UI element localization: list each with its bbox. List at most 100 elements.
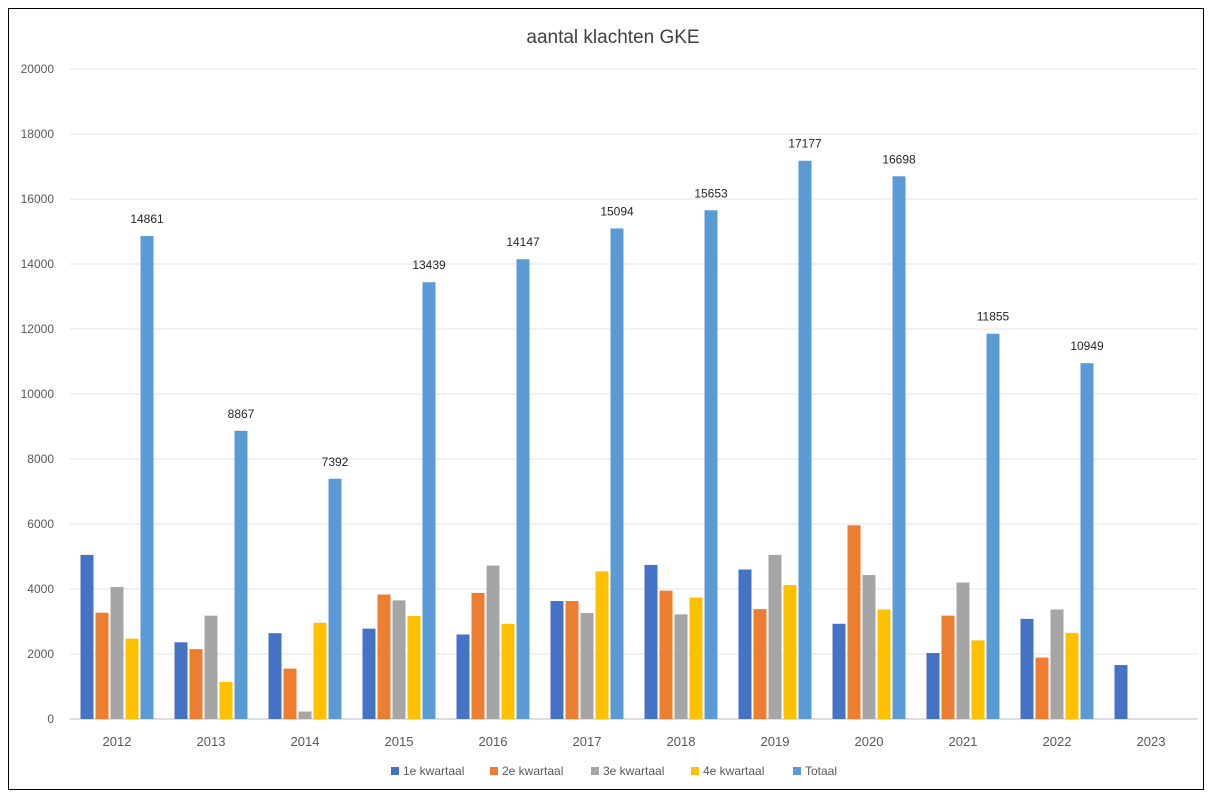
y-tick-label: 20000 [21,62,55,76]
bar [189,649,203,719]
x-tick-label: 2013 [197,734,226,749]
x-tick-label: 2022 [1043,734,1072,749]
y-tick-label: 12000 [21,322,55,336]
bar [1020,618,1034,719]
data-label: 8867 [228,407,255,421]
x-tick-label: 2018 [667,734,696,749]
bar [644,564,658,719]
data-label: 15094 [600,204,634,218]
data-label: 13439 [412,258,446,272]
legend-swatch [391,767,399,775]
legend-swatch [490,767,498,775]
legend-label: 3e kwartaal [603,764,664,778]
legend-label: 4e kwartaal [703,764,764,778]
bar [847,525,861,719]
bar [298,711,312,719]
y-tick-label: 4000 [27,582,54,596]
y-tick-label: 0 [47,712,54,726]
bar [832,623,846,719]
y-tick-label: 10000 [21,387,55,401]
bar [110,587,124,719]
bar [234,430,248,719]
legend-label: Totaal [805,764,837,778]
data-label: 14147 [506,235,540,249]
bar [204,615,218,719]
bar [738,569,752,719]
bar [986,333,1000,719]
data-label: 17177 [788,137,822,151]
y-tick-label: 16000 [21,192,55,206]
bar [768,554,782,719]
bar [313,622,327,719]
y-axis: 0 2000 4000 6000 8000 10000 12000 14000 16000 180… [21,62,55,726]
data-labels: 14861 8867 7392 13439 14147 15094 15653 17177 16… [130,137,1104,469]
gridlines [70,68,1198,720]
bar [674,614,688,719]
y-tick-label: 8000 [27,452,54,466]
bar [610,228,624,719]
bar [392,600,406,719]
bar [471,592,485,719]
y-tick-label: 2000 [27,647,54,661]
legend-swatch [793,767,801,775]
bar [516,259,530,719]
legend-label: 1e kwartaal [403,764,464,778]
x-tick-label: 2017 [573,734,602,749]
bar [1080,363,1094,719]
bar [862,575,876,719]
bar [1114,665,1128,719]
data-label: 7392 [322,455,349,469]
y-tick-label: 14000 [21,257,55,271]
y-tick-label: 18000 [21,127,55,141]
bar [268,633,282,719]
bar [328,478,342,719]
bar [1050,609,1064,719]
data-label: 11855 [977,310,1010,324]
legend-label: 2e kwartaal [502,764,563,778]
x-tick-label: 2016 [479,734,508,749]
x-tick-label: 2021 [949,734,978,749]
bar [95,612,109,719]
chart-title: aantal klachten GKE [526,27,699,48]
bar [486,565,500,719]
bar [892,176,906,719]
data-label: 14861 [130,212,164,226]
data-label: 15653 [694,186,728,200]
bar [125,638,139,719]
bar [753,609,767,719]
bar [659,590,673,719]
x-tick-label: 2014 [291,734,320,749]
bar [798,160,812,719]
bar [362,628,376,719]
bar [377,594,391,719]
bar [140,236,154,719]
x-axis: 2012 2013 2014 2015 2016 2017 2018 2019 2020 2021… [103,734,1166,749]
bar [971,640,985,719]
bar [80,554,94,719]
bar [926,653,940,719]
legend-swatch [591,767,599,775]
bar [956,582,970,719]
x-tick-label: 2012 [103,734,132,749]
data-label: 16698 [882,152,916,166]
x-tick-label: 2015 [385,734,414,749]
bar [565,601,579,719]
bar [877,609,891,719]
x-tick-label: 2019 [761,734,790,749]
bar [456,634,470,719]
legend: 1e kwartaal 2e kwartaal 3e kwartaal 4e kwar… [391,764,837,778]
x-tick-label: 2020 [855,734,884,749]
bars [80,160,1128,719]
x-tick-label: 2023 [1137,734,1166,749]
bar [283,668,297,719]
bar [422,282,436,719]
bar [407,615,421,719]
bar [219,681,233,719]
bar [501,623,515,719]
bar [941,615,955,719]
bar [704,210,718,719]
bar [689,597,703,719]
bar [550,601,564,719]
y-tick-label: 6000 [27,517,54,531]
